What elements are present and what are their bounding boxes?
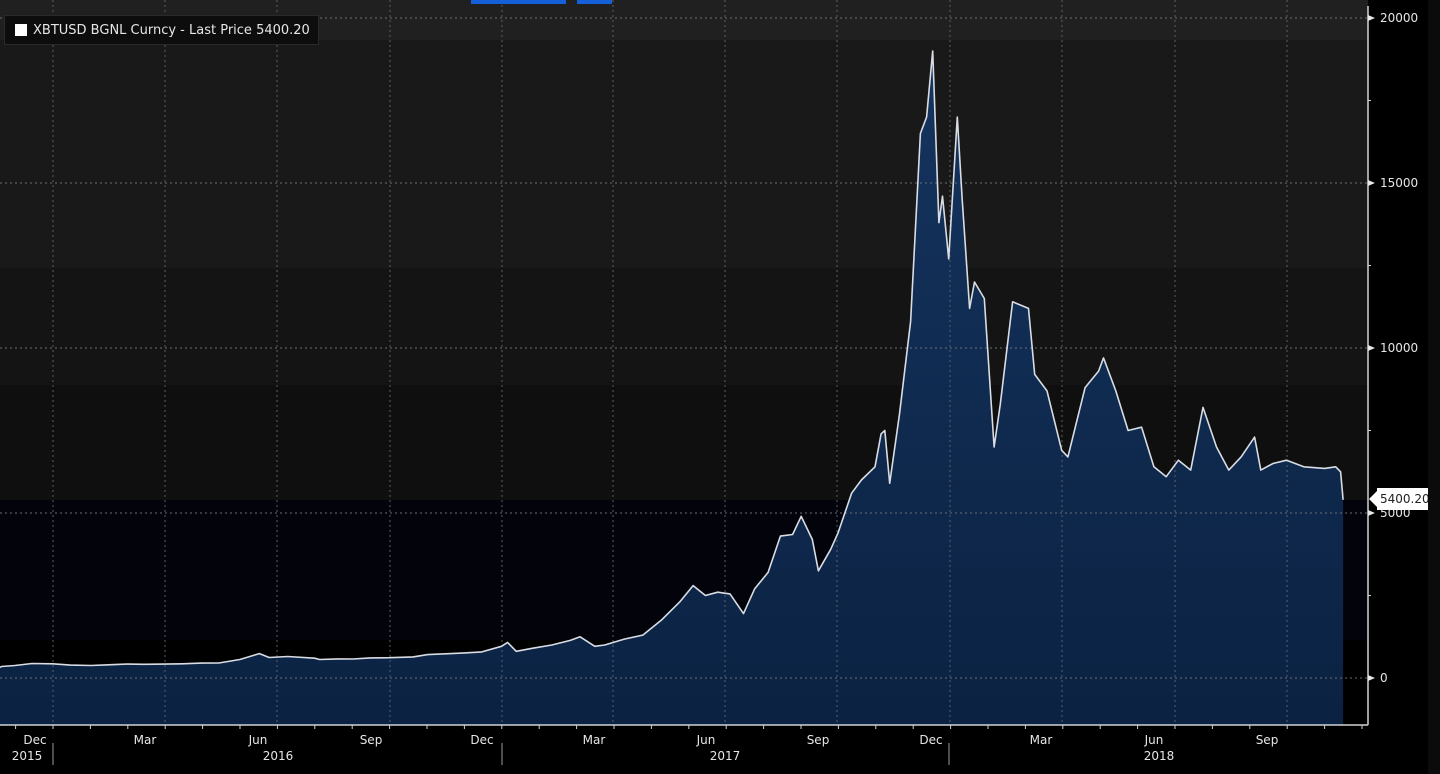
x-month-label: Jun <box>696 733 716 747</box>
x-month-label: Dec <box>470 733 493 747</box>
x-month-label: Sep <box>1256 733 1279 747</box>
x-month-label: Sep <box>807 733 830 747</box>
y-tick-label: 15000 <box>1380 176 1418 190</box>
x-month-label: Dec <box>919 733 942 747</box>
x-month-label: Sep <box>360 733 383 747</box>
x-month-label: Mar <box>134 733 157 747</box>
background-band <box>0 40 1368 268</box>
x-year-label: 2018 <box>1144 749 1175 763</box>
y-tick-marker-icon <box>1368 180 1375 186</box>
x-year-label: 2016 <box>263 749 294 763</box>
chart-legend: XBTUSD BGNL Curncy - Last Price 5400.20 <box>4 15 319 45</box>
x-year-label: 2017 <box>710 749 741 763</box>
y-tick-marker-icon <box>1368 15 1375 21</box>
x-month-label: Jun <box>248 733 268 747</box>
x-month-label: Dec <box>23 733 46 747</box>
x-month-label: Mar <box>583 733 606 747</box>
y-tick-label: 10000 <box>1380 341 1418 355</box>
y-tick-marker-icon <box>1368 675 1375 681</box>
toolbar-tab-active[interactable] <box>471 0 566 4</box>
y-tick-marker-icon <box>1368 345 1375 351</box>
toolbar-tab[interactable] <box>577 0 612 4</box>
window-edge <box>1428 0 1440 774</box>
background-band <box>0 268 1368 385</box>
x-month-label: Mar <box>1030 733 1053 747</box>
legend-label: XBTUSD BGNL Curncy - Last Price 5400.20 <box>33 22 310 38</box>
price-line <box>0 50 1344 669</box>
last-price-tag: 5400.20 <box>1369 488 1434 510</box>
x-month-label: Jun <box>1144 733 1164 747</box>
price-area <box>0 51 1344 725</box>
y-tick-label: 20000 <box>1380 11 1418 25</box>
y-tick-marker-icon <box>1368 510 1375 516</box>
legend-swatch-icon <box>15 24 27 36</box>
y-tick-label: 0 <box>1380 671 1388 685</box>
x-year-label: 2015 <box>12 749 43 763</box>
